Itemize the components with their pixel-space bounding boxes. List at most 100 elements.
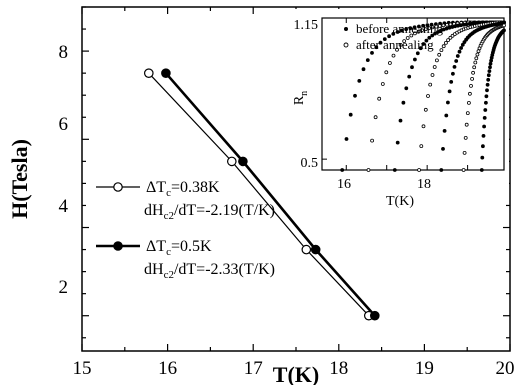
legend-line1: ΔTc=0.38K (146, 179, 220, 199)
inset-data-point (439, 48, 444, 52)
inset-data-point (377, 96, 382, 101)
legend-marker-open-circle (113, 182, 123, 192)
inset-x-tick-label: 16 (337, 177, 351, 192)
inset-data-point (395, 30, 400, 34)
inset-data-point (401, 100, 406, 105)
inset-data-point (466, 101, 471, 105)
inset-data-point (427, 26, 432, 31)
legend-line2: dHc2/dT=-2.33(T/K) (144, 261, 275, 281)
inset-data-point (489, 58, 494, 63)
data-point (310, 244, 321, 255)
inset-legend-marker-open (343, 42, 349, 48)
inset-data-point (395, 140, 400, 145)
inset-data-point (392, 168, 397, 172)
inset-data-point (471, 70, 476, 75)
inset-data-point (465, 111, 470, 115)
inset-data-point (340, 168, 345, 172)
inset-data-point (370, 51, 374, 55)
inset-legend: before annealing after annealing (343, 21, 443, 52)
y-axis-title: H(Tesla) (7, 139, 32, 219)
inset-data-point (452, 65, 457, 69)
series-line (164, 72, 376, 317)
inset-data-point (419, 144, 424, 149)
data-point (227, 156, 237, 167)
inset-data-point (434, 58, 439, 63)
x-tick-label: 16 (158, 358, 177, 379)
inset-data-point (457, 49, 462, 54)
inset-data-point (458, 23, 463, 28)
inset-data-point (402, 39, 407, 43)
inset-data-point (475, 52, 480, 57)
inset-data-point (430, 73, 435, 77)
inset-data-point (485, 88, 489, 93)
inset-data-point (434, 24, 439, 29)
inset-data-point (449, 80, 454, 84)
inset-data-point (502, 28, 506, 33)
inset-data-point (445, 100, 450, 105)
inset-data-point (486, 73, 491, 78)
data-point (144, 68, 154, 78)
inset-data-point (485, 82, 490, 87)
inset-data-point (428, 82, 433, 87)
inset-data-point (480, 155, 485, 160)
inset-data-point (445, 22, 449, 27)
legend-line2: dHc2/dT=-2.19(T/K) (144, 202, 275, 222)
inset-y-axis-title: Rn (292, 91, 310, 105)
inset-data-point (378, 40, 383, 45)
inset-data-point (344, 137, 349, 141)
inset-data-point (486, 77, 491, 82)
inset-data-point (454, 59, 459, 63)
inset-x-axis-title: T(K) (386, 194, 414, 209)
inset-data-point (395, 47, 399, 52)
inset-data-point (455, 54, 460, 58)
inset-data-point (479, 168, 484, 172)
inset-data-point (456, 23, 460, 28)
inset-data-point (374, 45, 379, 50)
inset-data-point (481, 133, 486, 138)
inset-data-point (462, 40, 467, 44)
inset-y-tick-label: 1.15 (294, 18, 319, 33)
inset-data-point (387, 61, 392, 65)
inset-data-point (462, 150, 467, 155)
inset-data-point (484, 94, 489, 99)
inset-data-point (441, 23, 446, 28)
inset-data-point (424, 38, 429, 43)
inset-data-point (380, 82, 385, 86)
inset-data-point (483, 100, 488, 105)
inset-data-point (453, 24, 458, 29)
inset-data-point (446, 38, 451, 42)
inset-data-point (444, 113, 449, 118)
inset-data-point (412, 25, 417, 30)
inset-data-point (430, 33, 435, 38)
x-axis-title: T(K) (273, 362, 319, 385)
x-tick-label: 17 (244, 358, 263, 379)
inset-data-point (415, 51, 420, 56)
inset-data-point (382, 37, 387, 41)
inset-x-tick-label: 18 (417, 177, 431, 192)
inset-data-point (423, 27, 428, 32)
inset-data-point (421, 42, 426, 46)
inset-data-point (409, 33, 414, 38)
inset-data-point (404, 27, 409, 32)
data-point (369, 310, 380, 321)
inset-data-point (469, 84, 473, 88)
inset-y-tick-label: 0.5 (301, 156, 319, 171)
inset-data-point (357, 79, 362, 83)
legend-line1: ΔTc=0.5K (146, 238, 212, 258)
main-series (144, 68, 380, 321)
inset-data-point (430, 25, 435, 30)
inset-frame (321, 17, 505, 171)
inset-data-point (421, 124, 426, 129)
inset-data-point (432, 65, 437, 69)
inset-data-point (404, 86, 409, 91)
y-tick-label: 8 (59, 42, 69, 63)
inset-data-point (474, 56, 479, 61)
inset-legend-label: after annealing (356, 37, 434, 52)
inset-data-point (441, 146, 445, 151)
inset-data-point (435, 30, 440, 34)
inset-data-point (398, 118, 403, 123)
inset-data-point (348, 112, 353, 117)
inset-data-point (373, 115, 378, 120)
data-point (238, 156, 248, 167)
